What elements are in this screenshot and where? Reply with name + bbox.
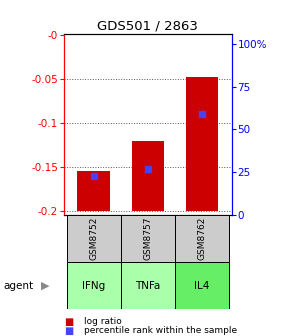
Text: TNFa: TNFa: [135, 281, 161, 291]
Bar: [121, 262, 175, 309]
Bar: [77, 171, 110, 211]
Text: IFNg: IFNg: [82, 281, 105, 291]
Bar: [132, 140, 164, 211]
Bar: [186, 77, 218, 211]
Text: GSM8752: GSM8752: [89, 217, 98, 260]
Text: GSM8757: GSM8757: [143, 217, 153, 260]
Title: GDS501 / 2863: GDS501 / 2863: [97, 19, 198, 33]
Text: ■: ■: [64, 326, 73, 336]
Text: GSM8762: GSM8762: [198, 217, 207, 260]
Text: ▶: ▶: [41, 281, 49, 291]
Bar: [66, 215, 121, 262]
Text: agent: agent: [3, 281, 33, 291]
Text: percentile rank within the sample: percentile rank within the sample: [84, 327, 237, 335]
Text: ■: ■: [64, 317, 73, 327]
Text: log ratio: log ratio: [84, 317, 122, 326]
Bar: [66, 262, 121, 309]
Text: IL4: IL4: [195, 281, 210, 291]
Bar: [175, 215, 229, 262]
Bar: [121, 215, 175, 262]
Bar: [175, 262, 229, 309]
